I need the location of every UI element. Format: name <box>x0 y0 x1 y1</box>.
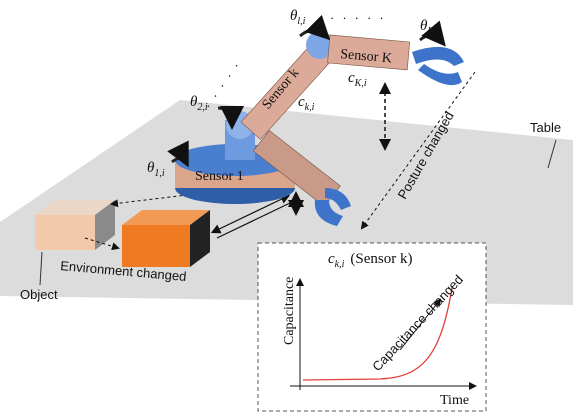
x-axis-label: Time <box>440 393 469 408</box>
joint-angle: θl,i <box>290 8 306 27</box>
object-box <box>35 200 115 250</box>
ellipsis-dots: ····· <box>330 10 392 25</box>
diagram: Table Object Environment changed Sensor … <box>0 0 573 418</box>
capacitance-label: ck,i <box>298 94 315 113</box>
sensor-label: Sensor 1 <box>195 169 244 184</box>
label-part: k,i <box>335 259 345 270</box>
label-part: (Sensor k) <box>350 251 412 267</box>
label-part: L,i <box>426 26 438 37</box>
table-label: Table <box>530 120 561 135</box>
label-part: k,i <box>305 102 315 113</box>
capacitance-label: cK,i <box>348 70 367 89</box>
changed-object-box <box>122 210 210 267</box>
label-part: l,i <box>297 16 305 27</box>
object-label: Object <box>20 287 58 302</box>
label-part: K,i <box>354 78 367 89</box>
joint-angle: θL,i <box>420 18 438 37</box>
label-part: 2,i <box>197 102 208 113</box>
y-axis-label: Capacitance <box>282 277 297 345</box>
label-part: 1,i <box>154 168 165 179</box>
upper-gripper <box>412 47 464 85</box>
